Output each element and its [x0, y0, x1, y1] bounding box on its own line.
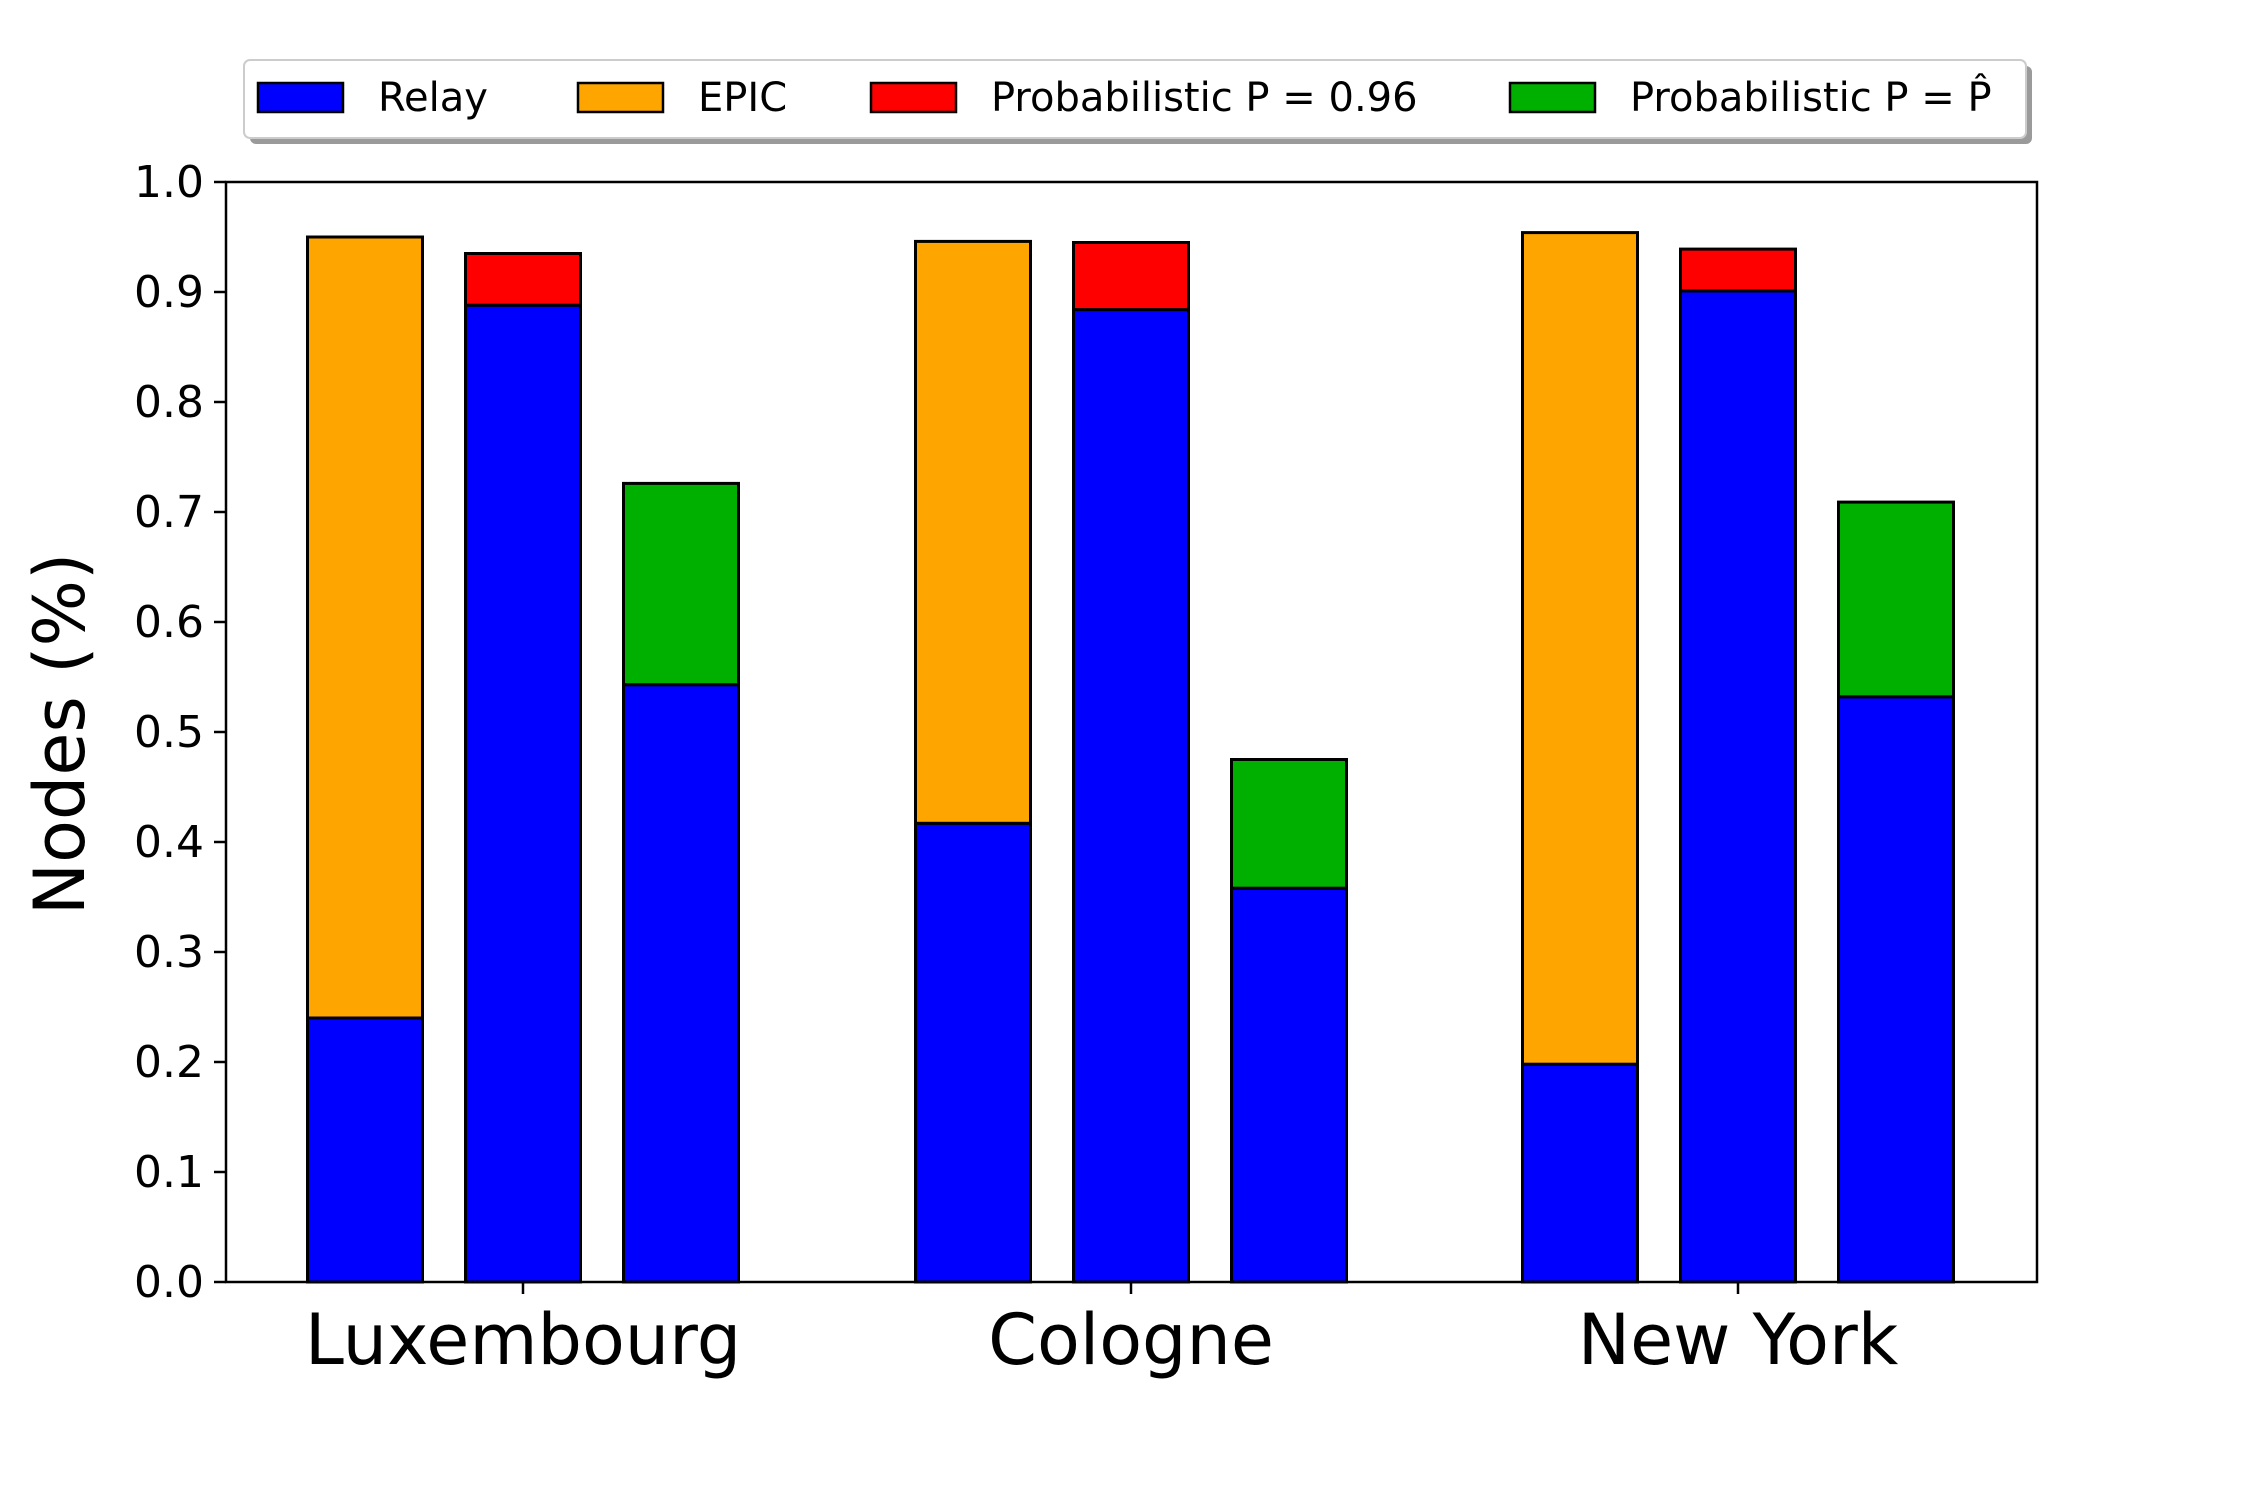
- y-tick-label: 1.0: [134, 157, 204, 208]
- bar-relay: [1679, 289, 1797, 1284]
- legend-swatch: [1508, 81, 1597, 114]
- legend-swatch: [576, 81, 665, 114]
- y-axis-title: Nodes (%): [19, 553, 101, 916]
- y-tick-label: 0.8: [134, 377, 204, 428]
- y-tick-label: 0.9: [134, 267, 204, 318]
- y-tick-label: 0.3: [134, 927, 204, 978]
- y-tick-label: 0.1: [134, 1147, 204, 1198]
- bar-segment: [1679, 247, 1797, 293]
- legend: Relay EPIC Probabilistic P = 0.96 Probabili…: [243, 59, 2032, 144]
- bar-segment: [914, 239, 1032, 825]
- bar-segment: [464, 252, 582, 307]
- bar-segment: [622, 481, 740, 687]
- x-tick-label: Cologne: [988, 1299, 1274, 1381]
- bars: [306, 231, 1955, 1284]
- bar-relay: [1072, 308, 1190, 1284]
- legend-swatch: [256, 81, 345, 114]
- bar-segment: [1837, 500, 1955, 699]
- y-tick-label: 0.0: [134, 1257, 204, 1308]
- bar-relay: [306, 1016, 424, 1284]
- bar-relay: [1521, 1062, 1639, 1284]
- legend-label: EPIC: [698, 75, 787, 121]
- bar-relay: [914, 821, 1032, 1284]
- y-tick-label: 0.7: [134, 487, 204, 538]
- bar-relay: [1837, 695, 1955, 1284]
- bar-segment: [1072, 241, 1190, 312]
- y-tick-label: 0.2: [134, 1037, 204, 1088]
- legend-label: Relay: [378, 75, 488, 121]
- legend-swatch: [869, 81, 958, 114]
- y-tick-label: 0.6: [134, 597, 204, 648]
- labels: 0.0 0.1 0.2 0.3 0.4 0.5 0.6 0.7 0.8 0.9 1.0 Luxembo…: [19, 157, 1899, 1381]
- bar-segment: [306, 235, 424, 1020]
- legend-box: [243, 59, 2027, 139]
- x-tick-label: Luxembourg: [305, 1299, 741, 1381]
- bar-segment: [1230, 758, 1348, 890]
- bar-segment: [1521, 231, 1639, 1066]
- axes: [214, 180, 2039, 1294]
- bar-relay: [622, 683, 740, 1284]
- legend-label: Probabilistic P = 0.96: [991, 75, 1418, 121]
- legend-label: Probabilistic P = P̂: [1630, 73, 1992, 121]
- x-tick-label: New York: [1578, 1299, 1899, 1381]
- y-tick-label: 0.4: [134, 817, 204, 868]
- bar-relay: [464, 303, 582, 1284]
- y-tick-label: 0.5: [134, 707, 204, 758]
- bar-relay: [1230, 886, 1348, 1284]
